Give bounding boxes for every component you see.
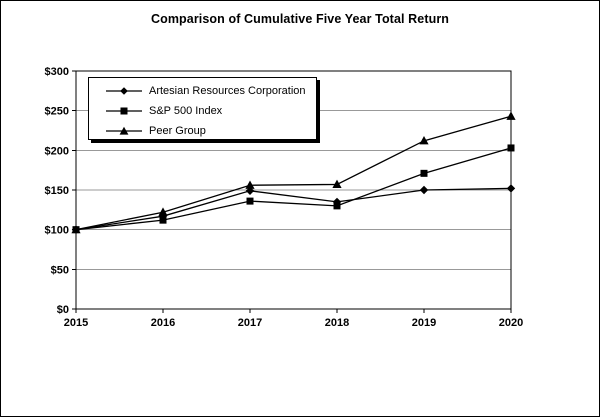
legend-item-peer-group: Peer Group [106, 121, 316, 141]
marker-square [159, 216, 167, 224]
y-axis-tick-label: $100 [45, 225, 69, 237]
series-line-square [75, 147, 512, 231]
legend-label-sp500: S&P 500 Index [149, 105, 223, 117]
chart-title: Comparison of Cumulative Five Year Total… [150, 12, 450, 26]
marker-square [420, 169, 428, 177]
marker-triangle [506, 111, 516, 120]
marker-square [507, 144, 515, 152]
y-axis-tick-label: $50 [51, 264, 69, 276]
marker-triangle [71, 224, 81, 234]
triangle-marker-icon [106, 126, 142, 135]
square-marker-icon [106, 107, 142, 115]
x-axis-tick-label: 2017 [238, 317, 262, 329]
marker-triangle [332, 179, 342, 189]
marker-diamond [506, 184, 516, 193]
y-axis-tick-label: $250 [45, 106, 69, 118]
marker-square [333, 202, 341, 210]
x-axis-tick-label: 2016 [151, 317, 175, 329]
legend-item-artesian-resources: Artesian Resources Corporation [106, 81, 316, 101]
marker-diamond [245, 186, 255, 195]
legend-label-peer-group: Peer Group [149, 125, 206, 137]
series-line-diamond [75, 187, 512, 231]
y-axis-tick-label: $300 [45, 66, 69, 78]
marker-triangle [419, 136, 429, 145]
x-axis-tick-label: 2015 [64, 317, 88, 329]
legend-label-artesian-resources: Artesian Resources Corporation [149, 85, 306, 97]
legend-item-sp500: S&P 500 Index [106, 101, 316, 121]
x-axis-tick-label: 2020 [499, 317, 523, 329]
marker-square [246, 197, 254, 205]
marker-triangle [158, 207, 168, 216]
y-axis-tick-label: $150 [45, 185, 69, 197]
series-line-triangle [75, 115, 512, 231]
diamond-marker-icon [106, 87, 142, 95]
y-axis-tick-label: $0 [57, 304, 69, 316]
marker-diamond [419, 185, 429, 195]
y-axis-tick-label: $200 [45, 145, 69, 157]
marker-triangle [245, 180, 255, 189]
x-axis-tick-label: 2019 [412, 317, 436, 329]
legend: Artesian Resources Corporation S&P 500 I… [88, 77, 317, 140]
x-axis-tick-label: 2018 [325, 317, 349, 329]
